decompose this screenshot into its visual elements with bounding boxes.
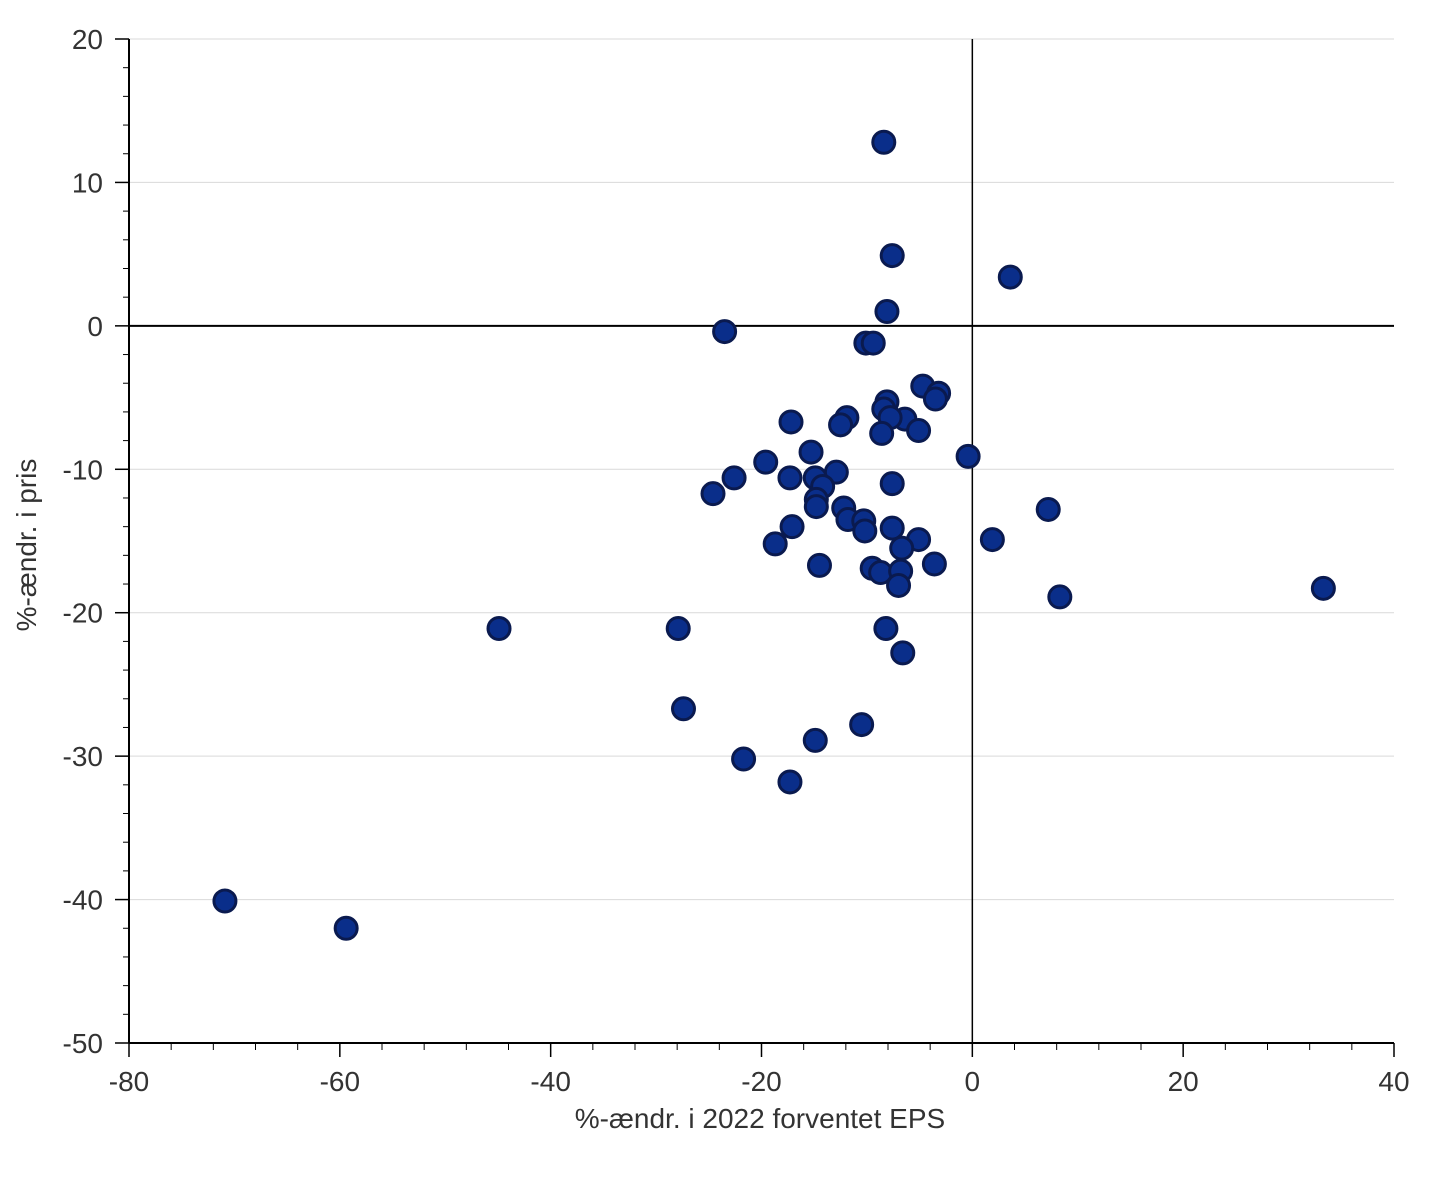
data-point (871, 129, 897, 155)
data-point (860, 330, 886, 356)
x-tick-label: -20 (741, 1066, 781, 1097)
data-point (1047, 584, 1073, 610)
data-point (921, 551, 947, 577)
x-tick-label: -60 (320, 1066, 360, 1097)
data-point (955, 443, 981, 469)
x-tick-label: 40 (1378, 1066, 1409, 1097)
data-point (879, 243, 905, 269)
y-tick-label: -50 (63, 1028, 103, 1059)
data-point (828, 412, 854, 438)
axes (128, 39, 1394, 1044)
data-point (874, 299, 900, 325)
data-point (906, 418, 932, 444)
y-tick-label: -30 (63, 741, 103, 772)
x-axis-title: %-ændr. i 2022 forventet EPS (575, 1103, 945, 1134)
x-tick-label: 20 (1168, 1066, 1199, 1097)
data-point (922, 386, 948, 412)
data-point (873, 615, 899, 641)
data-point (1035, 496, 1061, 522)
data-point (777, 769, 803, 795)
y-tick-label: 0 (87, 311, 103, 342)
data-points (212, 129, 1336, 941)
data-point (886, 572, 912, 598)
data-point (1310, 575, 1336, 601)
data-point (486, 615, 512, 641)
tick-marks (115, 38, 1395, 1057)
data-point (778, 409, 804, 435)
data-point (879, 515, 905, 541)
y-axis-title: %-ændr. i pris (11, 459, 42, 632)
data-point (997, 264, 1023, 290)
x-tick-label: 0 (965, 1066, 981, 1097)
data-point (731, 746, 757, 772)
data-point (779, 514, 805, 540)
data-point (979, 527, 1005, 553)
data-point (753, 449, 779, 475)
y-tick-label: 20 (72, 24, 103, 55)
data-point (777, 465, 803, 491)
data-point (798, 439, 824, 465)
x-tick-labels: -80 -60 -40 -20 0 20 40 (109, 1066, 1410, 1097)
x-tick-label: -40 (530, 1066, 570, 1097)
y-tick-labels: 20 10 0 -10 -20 -30 -40 -50 (63, 24, 103, 1059)
data-point (212, 888, 238, 914)
data-point (665, 615, 691, 641)
y-tick-label: 10 (72, 167, 103, 198)
y-tick-label: -10 (63, 454, 103, 485)
data-point (879, 471, 905, 497)
data-point (721, 465, 747, 491)
data-point (712, 319, 738, 345)
y-tick-label: -20 (63, 598, 103, 629)
x-tick-label: -80 (109, 1066, 149, 1097)
data-point (889, 535, 915, 561)
data-point (333, 915, 359, 941)
y-tick-label: -40 (63, 885, 103, 916)
data-point (849, 712, 875, 738)
data-point (869, 420, 895, 446)
data-point (803, 494, 829, 520)
data-point (670, 696, 696, 722)
data-point (762, 531, 788, 557)
data-point (806, 552, 832, 578)
data-point (852, 518, 878, 544)
data-point (802, 727, 828, 753)
data-point (700, 481, 726, 507)
data-point (890, 640, 916, 666)
